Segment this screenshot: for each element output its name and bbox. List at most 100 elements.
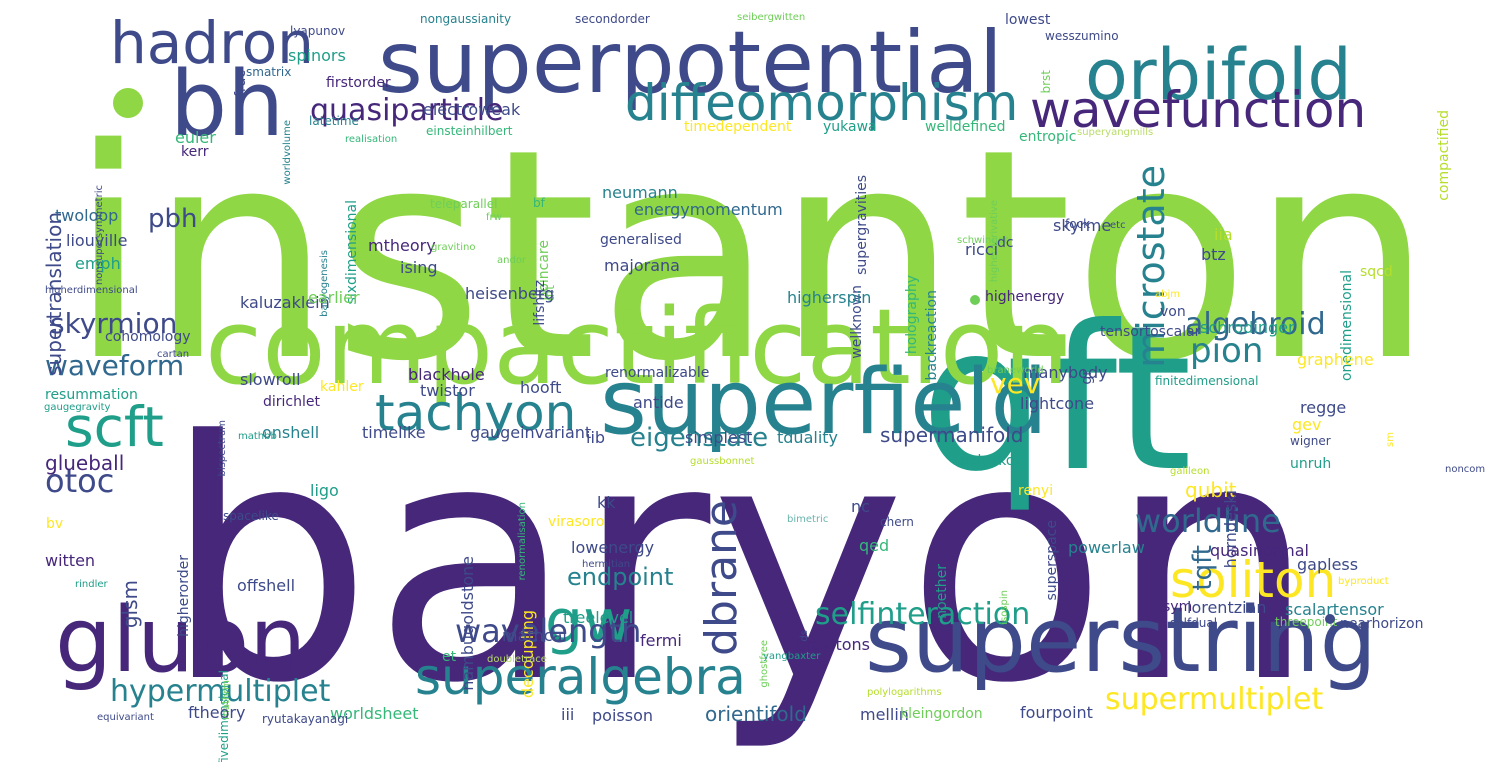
word-spinors: spinors <box>288 46 346 65</box>
word-tachyon: tachyon <box>375 384 577 442</box>
word-gravitons: gravitons <box>795 635 870 654</box>
word-kaluzaklein: kaluzaklein <box>240 293 330 312</box>
word-euler: euler <box>175 128 216 147</box>
word-quasiparticle: quasiparticle <box>310 93 504 128</box>
word-ligo: ligo <box>310 481 339 500</box>
word-schrodinger: schrodinger <box>1200 318 1295 337</box>
word-lowest: lowest <box>1005 12 1051 28</box>
word-qubit: qubit <box>1185 478 1237 502</box>
word-schwinger: schwinger <box>957 235 1008 246</box>
word-treelevel: treelevel <box>563 608 634 627</box>
word-pion: pion <box>1190 331 1264 371</box>
word-supergravities: supergravities <box>854 175 870 275</box>
word-latetime: latetime <box>309 114 359 128</box>
word-dbrane: dbrane <box>696 500 747 656</box>
word-braneworld: braneworld <box>987 365 1044 376</box>
word-twoloop: twoloop <box>55 206 119 225</box>
word-doubletrace: doubletrace <box>487 654 547 665</box>
word-baryon: baryon <box>163 371 1317 755</box>
word-superstring: superstring <box>865 588 1377 693</box>
word-onshell: onshell <box>262 423 320 442</box>
word-spacelike: spacelike <box>223 509 279 523</box>
word-electroweak: electroweak <box>423 100 521 119</box>
word-timelike: timelike <box>362 423 426 442</box>
word-gapless: gapless <box>1297 555 1359 574</box>
word-smatrix: smatrix <box>246 65 292 79</box>
word-renyi: renyi <box>1018 483 1054 499</box>
decorative-dot <box>970 295 980 305</box>
word-renormalisation: renormalisation <box>517 502 528 581</box>
word-lightcone: lightcone <box>1020 394 1095 413</box>
word-btz: btz <box>1201 245 1226 264</box>
word-fourpoint: fourpoint <box>1020 703 1093 722</box>
word-wesszumino: wesszumino <box>1045 29 1119 43</box>
word-orbifold: orbifold <box>1085 34 1352 116</box>
word-soliton: soliton <box>1170 551 1337 609</box>
word-glueball: glueball <box>45 451 125 475</box>
word-eigenstate: eigenstate <box>630 423 769 453</box>
word-compactification: compactification <box>205 286 1070 408</box>
word-simplest: simplest <box>685 428 753 447</box>
word-tensortoscalar: tensortoscalar <box>1100 324 1201 340</box>
word-von: von <box>1160 304 1186 320</box>
word-superspace: superspace <box>1044 520 1060 601</box>
word-nearhorizon: nearhorizon <box>1340 616 1424 632</box>
word-einsteinhilbert: einsteinhilbert <box>426 124 513 138</box>
word-instanton: instanton <box>68 88 1434 425</box>
word-hooft: hooft <box>520 378 562 397</box>
word-polylogarithms: polylogarithms <box>867 687 942 698</box>
word-emph: emph <box>75 254 121 273</box>
word-wigner: wigner <box>1290 434 1331 448</box>
word-heisenberg: heisenberg <box>465 284 555 303</box>
word-supermultiplet: supermultiplet <box>1105 682 1324 717</box>
word-liouville: liouville <box>66 231 128 250</box>
word-backreaction: backreaction <box>924 290 940 381</box>
word-mellin: mellin <box>860 705 909 724</box>
word-highenergy: highenergy <box>985 289 1065 305</box>
word-andor: andor <box>497 255 527 266</box>
word-superfield: superfield <box>600 350 1048 455</box>
word-ryutakayanagi: ryutakayanagi <box>262 712 349 726</box>
word-bh: bh <box>170 52 285 157</box>
word-gluon: gluon <box>55 588 307 693</box>
word-secondorder: secondorder <box>575 12 650 26</box>
word-mathbb: mathbb <box>238 431 277 442</box>
word-ghostfree: ghostfree <box>759 640 770 688</box>
word-rindler: rindler <box>75 579 108 590</box>
word-bv: bv <box>46 516 64 532</box>
word-kerr: kerr <box>181 144 209 160</box>
word-noether: noether <box>934 564 950 619</box>
word-compactified: compactified <box>1436 110 1452 201</box>
word-et: et <box>442 649 457 665</box>
word-isospin: isospin <box>999 590 1010 625</box>
word-skyrmion: skyrmion <box>50 307 178 340</box>
word-cartan: cartan <box>157 349 190 360</box>
word-chern: chern <box>880 515 914 529</box>
decorative-dot <box>1325 614 1335 624</box>
word-tduality: tduality <box>777 428 839 447</box>
word-wavefunction: wavefunction <box>1030 81 1367 139</box>
word-abjm: abjm <box>1155 289 1180 300</box>
word-bispectrum: bispectrum <box>217 420 228 477</box>
word-earlier: earlier <box>308 288 360 307</box>
word-otoc: otoc <box>45 462 115 500</box>
word-quasinormal: quasinormal <box>1210 541 1309 560</box>
word-nambugoldstone: nambugoldstone <box>458 556 477 691</box>
word-finitedimensional: finitedimensional <box>1155 374 1259 388</box>
word-byproduct: byproduct <box>1338 576 1389 587</box>
word-supermanifold: supermanifold <box>880 423 1024 447</box>
word-cohomology: cohomology <box>105 329 191 345</box>
word-generalised: generalised <box>600 232 682 248</box>
word-mtheory: mtheory <box>368 236 436 255</box>
word-qft: qft <box>920 283 1193 516</box>
word-endpoint: endpoint <box>567 563 674 591</box>
word-galileon: galileon <box>1170 466 1210 477</box>
word-higherdimensional: higherdimensional <box>45 285 138 296</box>
word-powerlaw: powerlaw <box>1068 538 1145 557</box>
word-fermi: fermi <box>640 631 682 650</box>
word-worldsheet: worldsheet <box>330 704 419 723</box>
word-equivariant: equivariant <box>97 712 154 723</box>
word-sm: sm <box>1385 432 1396 447</box>
word-iii: iii <box>561 705 575 724</box>
